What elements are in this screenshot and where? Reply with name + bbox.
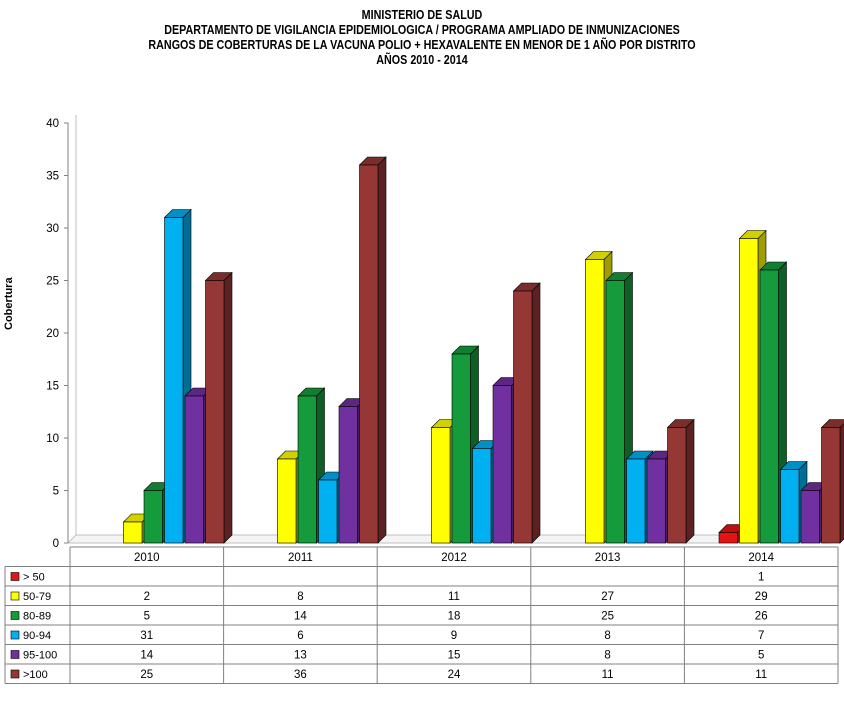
- data-label: 13: [294, 650, 307, 662]
- bar-top: [820, 419, 844, 428]
- bar: [605, 280, 625, 544]
- data-label: 8: [604, 650, 610, 662]
- data-label: 25: [601, 611, 614, 623]
- bar: [585, 259, 605, 544]
- bar: [513, 290, 533, 544]
- title-line-4: AÑOS 2010 - 2014: [376, 53, 468, 67]
- title-line-2: DEPARTAMENTO DE VIGILANCIA EPIDEMIOLOGIC…: [164, 23, 680, 37]
- bar: [318, 479, 338, 544]
- data-label: 15: [448, 650, 461, 662]
- bar: [472, 448, 492, 544]
- data-label: 11: [755, 669, 767, 681]
- bar: [164, 217, 184, 544]
- bar: [123, 521, 143, 544]
- bar: [277, 458, 297, 544]
- bar: [646, 458, 666, 544]
- data-label: 36: [294, 669, 307, 681]
- y-tick-label: 40: [46, 118, 59, 130]
- data-label: 6: [297, 630, 303, 642]
- title-line-3: RANGOS DE COBERTURAS DE LA VACUNA POLIO …: [148, 38, 696, 52]
- data-label: 9: [451, 630, 457, 642]
- y-tick-label: 25: [46, 276, 59, 288]
- data-label: 18: [448, 611, 461, 623]
- y-tick-label: 0: [53, 538, 59, 550]
- bar: [297, 395, 317, 544]
- x-tick-label: 2011: [288, 552, 313, 564]
- bar: [780, 469, 800, 544]
- data-label: 14: [140, 650, 153, 662]
- bar-side: [839, 423, 844, 544]
- data-label: 2: [144, 591, 150, 603]
- data-label: 8: [297, 591, 303, 603]
- bar: [184, 395, 204, 544]
- data-label: 7: [758, 630, 764, 642]
- bar-side: [685, 418, 695, 544]
- bar: [718, 532, 738, 544]
- bar: [492, 385, 512, 544]
- chart-title: MINISTERIO DE SALUD DEPARTAMENTO DE VIGI…: [0, 8, 844, 68]
- bar: [205, 280, 225, 544]
- y-tick-label: 35: [46, 171, 59, 183]
- legend-swatch: [10, 611, 20, 620]
- data-label: 8: [604, 630, 610, 642]
- bar: [739, 238, 759, 544]
- bar: [759, 269, 779, 544]
- x-tick-label: 2014: [748, 552, 774, 564]
- y-tick-label: 10: [46, 433, 59, 445]
- bar: [431, 427, 451, 544]
- bar-side: [223, 271, 233, 544]
- bar: [626, 458, 646, 544]
- legend-label: 50-79: [23, 591, 51, 603]
- data-label: 26: [755, 611, 768, 623]
- legend-label: 90-94: [23, 630, 51, 642]
- y-tick-label: 5: [53, 486, 59, 498]
- y-tick-label: 15: [46, 381, 59, 393]
- data-label: 5: [144, 611, 150, 623]
- x-tick-label: 2010: [134, 552, 160, 564]
- legend-swatch: [10, 669, 20, 679]
- bar: [821, 427, 841, 544]
- legend-label: > 50: [23, 572, 45, 584]
- legend-swatch: [10, 572, 20, 581]
- bar-side: [531, 282, 541, 544]
- x-tick-label: 2012: [441, 552, 467, 564]
- bar-side: [377, 156, 387, 544]
- legend-label: 80-89: [23, 611, 51, 623]
- bar: [667, 427, 687, 544]
- data-label: 24: [448, 669, 461, 681]
- legend-swatch: [10, 650, 20, 659]
- data-label: 25: [140, 669, 153, 681]
- data-label: 11: [602, 669, 614, 681]
- bar: [451, 353, 471, 544]
- data-label: 31: [140, 630, 153, 642]
- title-line-1: MINISTERIO DE SALUD: [361, 8, 483, 22]
- data-label: 5: [758, 650, 764, 662]
- data-label: 27: [601, 591, 614, 603]
- bar: [143, 490, 163, 544]
- data-label: 14: [294, 611, 307, 623]
- legend-swatch: [10, 591, 20, 601]
- data-label: 11: [448, 591, 460, 603]
- bar: [800, 490, 820, 544]
- bar: [359, 164, 379, 544]
- y-tick-label: 30: [46, 223, 59, 235]
- data-label: 1: [758, 572, 764, 584]
- legend-swatch: [10, 630, 20, 640]
- bar: [338, 406, 358, 544]
- data-label: 29: [755, 591, 768, 603]
- y-tick-label: 20: [46, 328, 59, 340]
- legend-label: 95-100: [23, 650, 57, 662]
- x-tick-label: 2013: [595, 552, 621, 564]
- legend-label: >100: [23, 669, 48, 681]
